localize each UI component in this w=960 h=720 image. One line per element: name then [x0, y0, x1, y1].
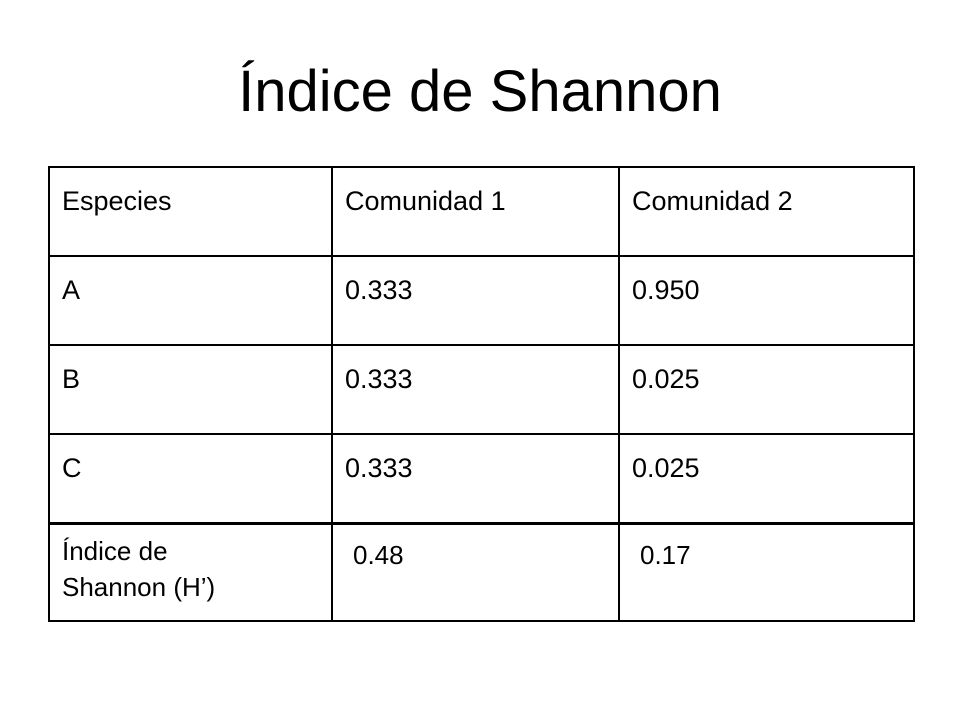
shannon-index-row: Índice de Shannon (H’) 0.48 0.17	[48, 521, 915, 622]
header-cell-community-1: Comunidad 1	[331, 166, 620, 257]
shannon-index-label-line-1: Índice de	[62, 535, 168, 566]
table-header-row: Especies Comunidad 1 Comunidad 2	[48, 166, 915, 257]
header-cell-community-2: Comunidad 2	[618, 166, 915, 257]
table-row: B 0.333 0.025	[48, 344, 915, 435]
species-cell: A	[48, 255, 333, 346]
shannon-index-table: Especies Comunidad 1 Comunidad 2 A 0.333…	[48, 166, 915, 622]
shannon-index-community-1: 0.48	[331, 521, 620, 622]
shannon-index-community-2: 0.17	[618, 521, 915, 622]
species-cell: C	[48, 433, 333, 524]
table-row: C 0.333 0.025	[48, 433, 915, 524]
community-1-value: 0.333	[331, 433, 620, 524]
table-row: A 0.333 0.950	[48, 255, 915, 346]
species-cell: B	[48, 344, 333, 435]
header-cell-species: Especies	[48, 166, 333, 257]
community-1-value: 0.333	[331, 255, 620, 346]
community-2-value: 0.025	[618, 433, 915, 524]
community-1-value: 0.333	[331, 344, 620, 435]
shannon-index-label: Índice de Shannon (H’)	[48, 521, 333, 622]
community-2-value: 0.025	[618, 344, 915, 435]
community-2-value: 0.950	[618, 255, 915, 346]
shannon-index-label-line-2: Shannon (H’)	[62, 571, 216, 602]
slide-title: Índice de Shannon	[238, 59, 722, 124]
